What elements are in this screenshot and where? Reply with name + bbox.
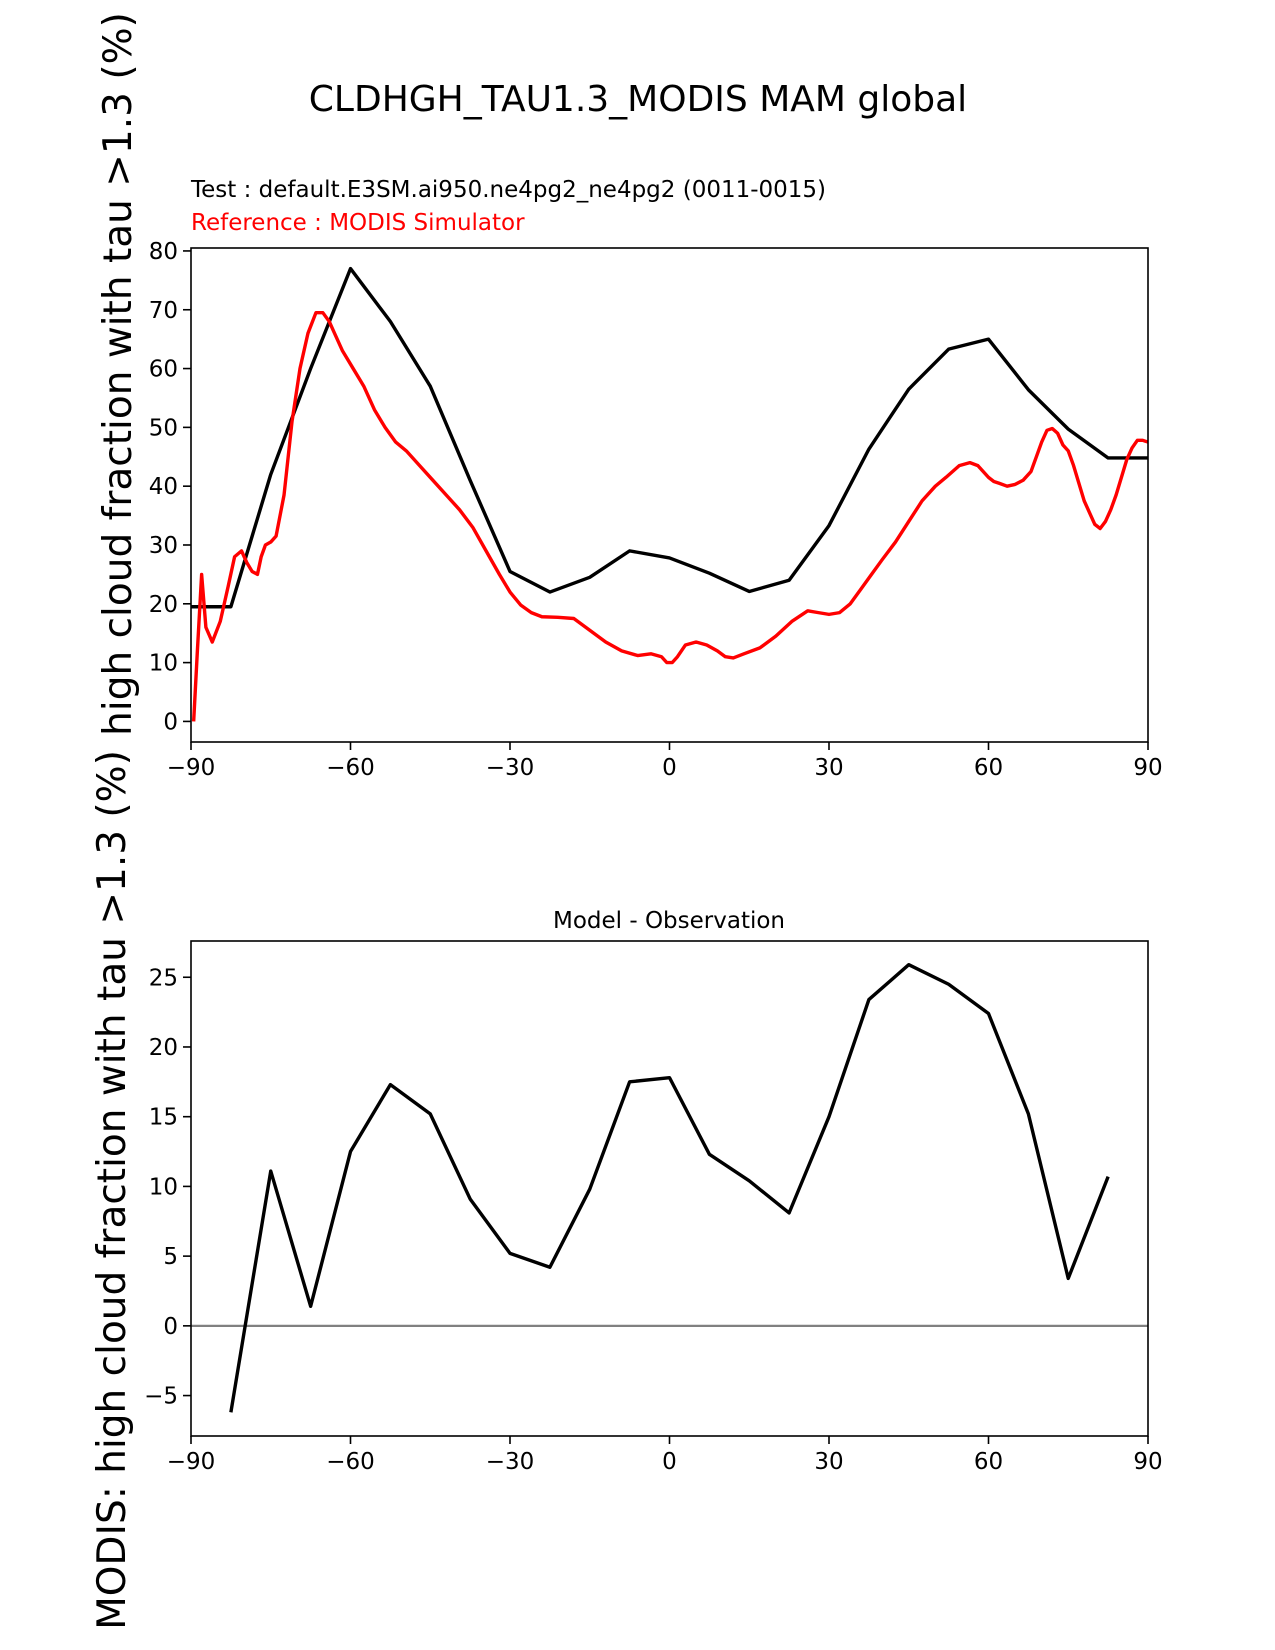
- top-y-tick-label: 20: [149, 592, 178, 618]
- bottom-x-tick-label: 0: [662, 1449, 677, 1475]
- top-y-tick-label: 10: [149, 651, 178, 677]
- top-series-line-a: [191, 266, 1148, 609]
- top-y-tick-label: 40: [149, 474, 178, 500]
- top-y-tick-label: 70: [149, 298, 178, 324]
- top-x-tick-label: 30: [814, 755, 843, 781]
- bottom-x-tick-label: −90: [167, 1449, 216, 1475]
- bottom-x-tick-label: −60: [326, 1449, 375, 1475]
- top-x-tick-label: 60: [974, 755, 1003, 781]
- top-y-tick-label: 30: [149, 533, 178, 559]
- top-y-tick-label: 60: [149, 357, 178, 383]
- bottom-panel: −90 −60 −30 0 30 60 90 −5 0 5 10 15 20 25: [144, 940, 1163, 1475]
- top-y-tick-label: 50: [149, 415, 178, 441]
- top-y-axis-label: high cloud fraction with tau >1.3 (%): [96, 12, 141, 736]
- bottom-series-line-a: [229, 963, 1110, 1413]
- bottom-y-tick-label: 25: [149, 965, 178, 991]
- bottom-panel-title: Model - Observation: [553, 908, 785, 934]
- bottom-x-tick-label: 90: [1133, 1449, 1162, 1475]
- bottom-x-tick-label: −30: [486, 1449, 535, 1475]
- bottom-y-tick-label: 15: [149, 1105, 178, 1131]
- figure-title: CLDHGH_TAU1.3_MODIS MAM global: [309, 79, 967, 120]
- test-label: Test : default.E3SM.ai950.ne4pg2_ne4pg2 …: [190, 177, 826, 203]
- bottom-x-tick-label: 30: [814, 1449, 843, 1475]
- top-series-line-b: [191, 310, 1149, 722]
- top-x-tick-label: −90: [167, 755, 216, 781]
- top-y-tick-label: 80: [149, 239, 178, 265]
- top-x-tick-label: 0: [662, 755, 677, 781]
- top-x-tick-label: −60: [326, 755, 375, 781]
- bottom-y-axis-label: MODIS: high cloud fraction with tau >1.3…: [90, 750, 135, 1630]
- bottom-y-tick-label: 5: [163, 1244, 178, 1270]
- top-panel: −90 −60 −30 0 30 60 90 0 10 20 30 40 50 60 70 80: [149, 239, 1163, 781]
- bottom-y-tick-label: 10: [149, 1174, 178, 1200]
- top-x-tick-label: 90: [1133, 755, 1162, 781]
- bottom-y-tick-label: −5: [144, 1384, 178, 1410]
- top-x-tick-label: −30: [486, 755, 535, 781]
- reference-label: Reference : MODIS Simulator: [191, 210, 525, 236]
- bottom-y-tick-label: 20: [149, 1035, 178, 1061]
- top-y-tick-label: 0: [163, 709, 178, 735]
- bottom-y-tick-label: 0: [163, 1314, 178, 1340]
- bottom-x-tick-label: 60: [974, 1449, 1003, 1475]
